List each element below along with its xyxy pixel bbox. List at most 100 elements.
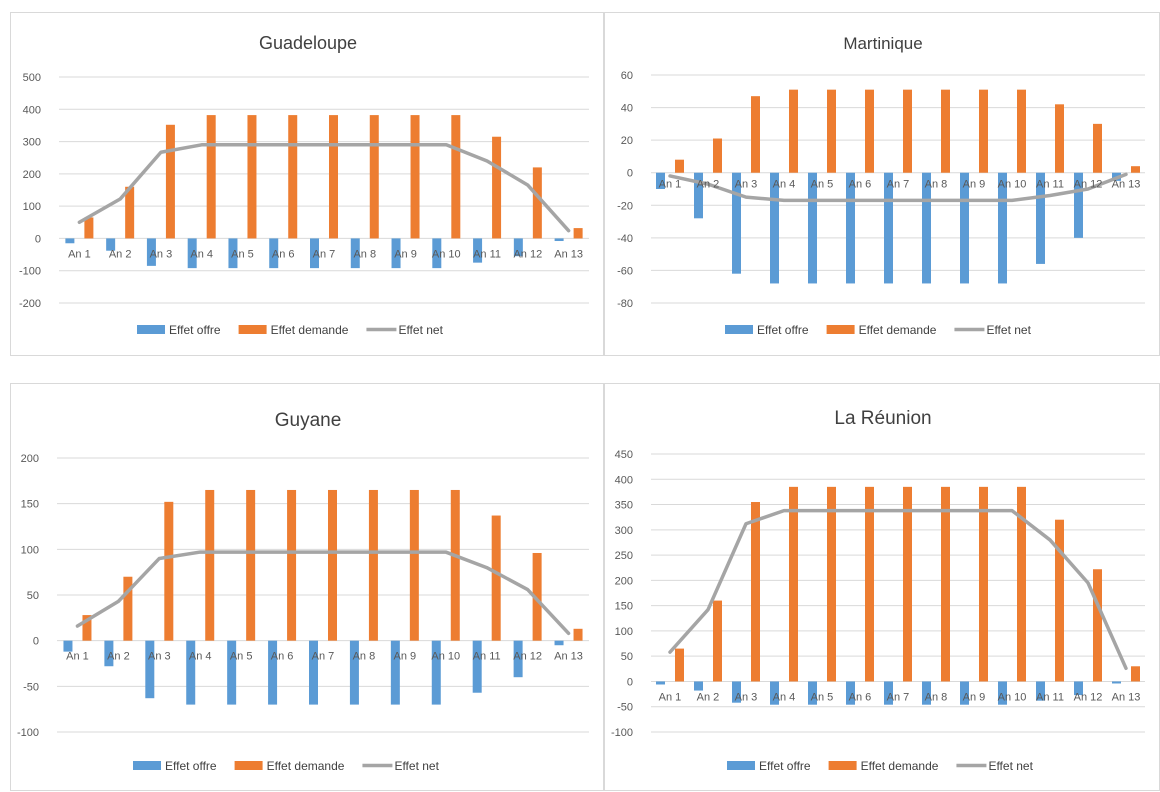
legend-effet-net: Effet net — [986, 323, 1031, 337]
legend-effet-demande: Effet demande — [271, 323, 349, 337]
bar-effet-offre — [1036, 681, 1045, 701]
bar-effet-demande — [573, 628, 583, 641]
bar-effet-offre — [431, 640, 441, 705]
bar-effet-offre — [349, 640, 359, 705]
bar-effet-offre — [694, 172, 703, 219]
y-tick-label: 300 — [23, 137, 41, 149]
bar-effet-demande — [789, 89, 798, 173]
bar-effet-demande — [713, 600, 722, 682]
x-tick-label: An 12 — [513, 651, 542, 663]
legend-effet-offre-swatch — [133, 761, 161, 770]
y-tick-label: 500 — [23, 72, 41, 84]
x-tick-label: An 4 — [773, 691, 796, 703]
chart-panel-guadeloupe: Guadeloupe -200 -100 0 100 200 300 400 500 An 1 An… — [10, 12, 604, 356]
bar-effet-offre — [1074, 172, 1083, 238]
bar-effet-offre — [390, 640, 400, 705]
legend-effet-demande: Effet demande — [267, 759, 345, 773]
bar-effet-offre — [998, 172, 1007, 284]
bar-effet-demande — [328, 489, 337, 641]
bar-effet-offre — [656, 172, 665, 189]
bar-effet-offre — [808, 681, 817, 705]
y-tick-label: 100 — [21, 544, 39, 556]
bar-effet-offre — [106, 238, 116, 251]
bar-effet-demande — [751, 502, 760, 682]
bar-effet-demande — [675, 648, 684, 682]
x-tick-label: An 13 — [554, 248, 583, 260]
bar-effet-demande — [288, 115, 298, 239]
bar-effet-offre — [473, 238, 483, 263]
bar-effet-offre — [350, 238, 360, 269]
y-tick-label: 0 — [627, 676, 633, 688]
bar-effet-offre — [513, 640, 523, 678]
bar-effet-demande — [941, 486, 950, 682]
x-tick-label: An 1 — [659, 179, 682, 191]
bar-effet-demande — [84, 217, 94, 239]
bar-effet-offre — [145, 640, 155, 699]
bar-effet-demande — [865, 89, 874, 173]
x-tick-label: An 5 — [811, 691, 834, 703]
x-tick-label: An 3 — [735, 179, 758, 191]
y-tick-label: -50 — [617, 702, 633, 714]
y-tick-label: 150 — [615, 601, 633, 613]
y-tick-label: -200 — [19, 298, 41, 310]
bar-effet-offre — [1036, 172, 1045, 264]
chart-panel-martinique: Martinique -80 -60 -40 -20 0 20 40 60 An 1 An 2 An … — [604, 12, 1160, 356]
bar-effet-offre — [846, 172, 855, 284]
bar-effet-offre — [808, 172, 817, 284]
line-effet-net — [77, 143, 571, 233]
y-tick-label: 0 — [33, 636, 39, 648]
y-tick-label: 150 — [21, 499, 39, 511]
bar-effet-demande — [369, 115, 379, 239]
x-tick-label: An 11 — [473, 651, 501, 663]
legend-effet-demande-swatch — [826, 325, 855, 334]
y-tick-label: 0 — [35, 233, 41, 245]
bar-effet-demande — [573, 228, 583, 239]
chart-title: Guadeloupe — [259, 33, 357, 53]
x-tick-label: An 8 — [925, 691, 948, 703]
bar-effet-offre — [998, 681, 1007, 705]
bar-effet-demande — [206, 115, 216, 239]
x-tick-label: An 7 — [313, 248, 336, 260]
bar-effet-demande — [1055, 104, 1064, 173]
legend-effet-net: Effet net — [988, 759, 1033, 773]
bar-effet-demande — [827, 486, 836, 682]
y-tick-label: 100 — [23, 201, 41, 213]
y-tick-label: -20 — [617, 200, 633, 212]
y-tick-label: 50 — [621, 651, 633, 663]
line-effet-net — [668, 172, 1128, 203]
x-tick-label: An 6 — [849, 691, 872, 703]
x-tick-label: An 8 — [353, 651, 376, 663]
bar-effet-demande — [409, 489, 419, 641]
bar-effet-demande — [532, 167, 542, 239]
x-tick-label: An 3 — [735, 691, 758, 703]
bar-effet-demande — [827, 89, 836, 173]
legend-effet-offre: Effet offre — [165, 759, 217, 773]
x-tick-label: An 10 — [998, 179, 1027, 191]
y-tick-label: -60 — [617, 265, 633, 277]
bar-effet-demande — [1055, 519, 1064, 682]
x-tick-label: An 10 — [431, 651, 460, 663]
x-tick-label: An 13 — [1112, 691, 1141, 703]
bar-effet-offre — [269, 238, 279, 269]
chart-guadeloupe: Guadeloupe -200 -100 0 100 200 300 400 500 An 1 An… — [19, 33, 589, 337]
x-tick-label: An 12 — [513, 248, 542, 260]
x-tick-label: An 5 — [811, 179, 834, 191]
x-tick-label: An 9 — [394, 248, 417, 260]
chart-title: Martinique — [843, 34, 922, 53]
x-tick-label: An 7 — [887, 179, 910, 191]
y-tick-label: 200 — [23, 169, 41, 181]
line-effet-net — [668, 508, 1128, 671]
y-tick-label: 100 — [615, 626, 633, 638]
x-tick-label: An 9 — [394, 651, 417, 663]
y-tick-label: -50 — [23, 681, 39, 693]
y-tick-label: -100 — [17, 727, 39, 739]
legend-effet-net: Effet net — [398, 323, 443, 337]
bar-effet-offre — [732, 172, 741, 274]
bar-effet-demande — [246, 489, 256, 641]
x-tick-label: An 11 — [473, 248, 501, 260]
chart-guyane: Guyane -100 -50 0 50 100 150 200 An 1 An 2 An 3 An … — [17, 410, 589, 773]
bar-effet-demande — [329, 115, 338, 239]
bar-effet-offre — [186, 640, 196, 705]
x-tick-label: An 8 — [925, 179, 948, 191]
x-tick-label: An 3 — [150, 248, 173, 260]
